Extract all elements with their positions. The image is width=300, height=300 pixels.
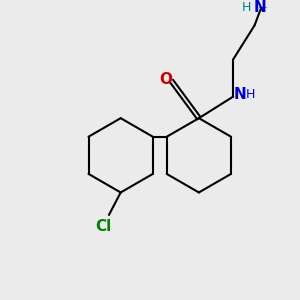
Text: H: H — [246, 88, 255, 101]
Text: Cl: Cl — [95, 219, 111, 234]
Text: N: N — [234, 87, 246, 102]
Text: N: N — [254, 0, 267, 15]
Text: H: H — [242, 1, 251, 14]
Text: O: O — [159, 72, 172, 87]
